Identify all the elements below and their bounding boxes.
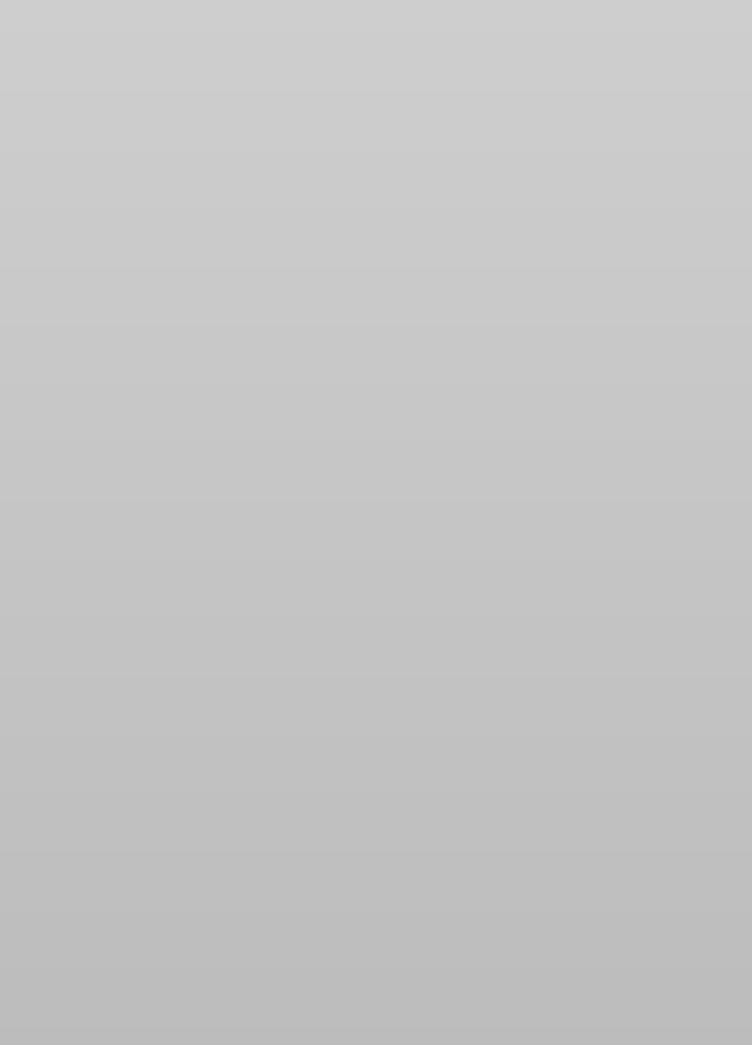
Text: DR   MD5; ff367c259d405558292d651deac8730f.: DR MD5; ff367c259d405558292d651deac8730f… [65,990,420,1003]
Text: RL   Gene 156(1):47-51(1995).: RL Gene 156(1):47-51(1995). [65,707,305,721]
Text: RL   D. Roper, Protein Structure Research Group, The Dept of: RL D. Roper, Protein Structure Research … [65,887,560,901]
Text: RN   [2]: RN [2] [65,759,132,772]
Text: Chemistry, The: Chemistry, The [65,912,180,927]
Text: RP   1-1499: RP 1-1499 [65,784,156,798]
Text: OC   Bacteria; Proteobacteria; Gammaproteobacteria;: OC Bacteria; Proteobacteria; Gammaproteo… [65,373,486,387]
Text: RT   analogous enzymes of the catechol pathway";: RT analogous enzymes of the catechol pat… [65,681,461,695]
Text: AC   X81322;: AC X81322; [65,90,164,104]
Text: OS   Escherichia coli: OS Escherichia coli [65,347,238,362]
Text: RX   PUBMED; 7737515.: RX PUBMED; 7737515. [65,527,238,541]
Text: FH   Key             Location/Qualifiers: FH Key Location/Qualifiers [65,1041,396,1045]
Text: RN   [1]: RN [1] [65,475,132,490]
Text: RA   Roper D.I., Stringfellow J.M., Cooper R.A.;: RA Roper D.I., Stringfellow J.M., Cooper… [65,553,461,566]
Text: XX: XX [65,245,82,258]
Text: XX: XX [65,1016,82,1029]
Text: identity with the: identity with the [65,655,205,670]
Text: XX: XX [65,733,82,746]
Text: XX: XX [65,116,82,130]
Text: DT   15-SEP-1994 (Rel. 41, Created): DT 15-SEP-1994 (Rel. 41, Created) [65,142,354,156]
Text: homoprotocatechuic: homoprotocatechuic [65,604,214,619]
Text: RX   DOI; 10.1016/0378-1119(95)00082-H.: RX DOI; 10.1016/0378-1119(95)00082-H. [65,502,387,515]
Text: hpcC gene.: hpcC gene. [65,296,148,309]
Text: RT   "Sequence of the hpcC and hpcG genes of the meta-fission: RT "Sequence of the hpcC and hpcG genes … [65,579,569,593]
Text: XX: XX [65,963,82,978]
Text: RL   University of York, Heslington, York Y01 5DD, UK: RL University of York, Heslington, York … [65,938,502,952]
Text: XX: XX [65,322,82,335]
Text: OC   Enterobacteriaceae; Escherichia.: OC Enterobacteriaceae; Escherichia. [65,424,371,438]
Text: XX: XX [65,65,82,78]
Text: XX: XX [65,193,82,207]
Text: Enterobacterales;: Enterobacterales; [65,398,205,413]
Text: XX: XX [65,450,82,464]
Text: RT   ;: RT ; [65,835,115,850]
Text: RA   Roper D.;: RA Roper D.; [65,810,180,823]
Text: DT   18-APR-2005 (Rel. 83, Last updated, Version 4): DT 18-APR-2005 (Rel. 83, Last updated, V… [65,167,486,182]
Text: KW   5-carboxymethyl-2-hydroxymuconate semialdehyde dehydrogenase;: KW 5-carboxymethyl-2-hydroxymuconate sem… [65,271,610,284]
Text: RL   Submitted (03-SEP-1994) to the INSDC.: RL Submitted (03-SEP-1994) to the INSDC. [65,861,412,875]
Text: DE   E.coli hpcC gene: DE E.coli hpcC gene [65,218,238,233]
Text: RT   acid pathway of Escherichia coli C: nearly 40% amino-acid: RT acid pathway of Escherichia coli C: n… [65,630,577,644]
Text: ID   X81322; SV 1; linear; genomic DNA; STD; PRO; 1499 BP.: ID X81322; SV 1; linear; genomic DNA; ST… [65,39,544,53]
